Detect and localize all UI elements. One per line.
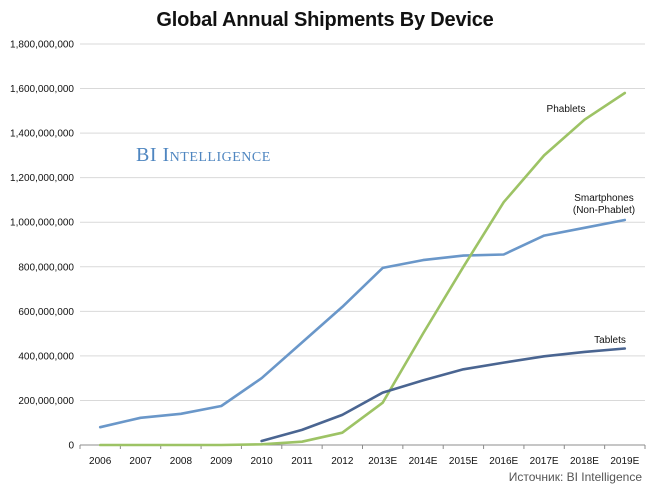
- series-label: Tablets: [594, 335, 626, 346]
- series-label: Smartphones: [574, 193, 633, 204]
- x-tick-label: 2011: [291, 456, 313, 467]
- series-label: Phablets: [547, 104, 586, 115]
- source-caption: Источник: BI Intelligence: [508, 470, 642, 484]
- y-tick-label: 1,200,000,000: [10, 173, 74, 184]
- x-tick-label: 2007: [129, 456, 152, 467]
- series-line-phablets: [98, 91, 627, 447]
- x-tick-label: 2019E: [610, 456, 639, 467]
- series-line-tablets: [260, 347, 627, 443]
- y-tick-label: 600,000,000: [18, 307, 74, 318]
- x-tick-label: 2017E: [530, 456, 559, 467]
- series-label: (Non-Phablet): [573, 205, 635, 216]
- x-tick-label: 2006: [89, 456, 112, 467]
- x-tick-label: 2018E: [570, 456, 599, 467]
- y-tick-label: 1,600,000,000: [10, 84, 74, 95]
- y-tick-label: 400,000,000: [18, 351, 74, 362]
- y-tick-label: 1,800,000,000: [10, 40, 74, 51]
- y-tick-label: 1,400,000,000: [10, 129, 74, 140]
- x-tick-label: 2008: [170, 456, 193, 467]
- bi-intelligence-watermark: BI Intelligence: [136, 144, 271, 166]
- y-tick-label: 0: [68, 441, 74, 452]
- x-tick-label: 2012: [331, 456, 354, 467]
- x-tick-label: 2014E: [409, 456, 438, 467]
- y-tick-label: 800,000,000: [18, 262, 74, 273]
- x-tick-label: 2010: [250, 456, 273, 467]
- x-tick-label: 2009: [210, 456, 233, 467]
- chart-title: Global Annual Shipments By Device: [156, 9, 494, 31]
- y-tick-label: 1,000,000,000: [10, 218, 74, 229]
- x-tick-label: 2015E: [449, 456, 478, 467]
- y-tick-label: 200,000,000: [18, 396, 74, 407]
- x-tick-label: 2013E: [368, 456, 397, 467]
- series-line-smartphones-non-phablet: [98, 218, 627, 429]
- x-tick-label: 2016E: [489, 456, 518, 467]
